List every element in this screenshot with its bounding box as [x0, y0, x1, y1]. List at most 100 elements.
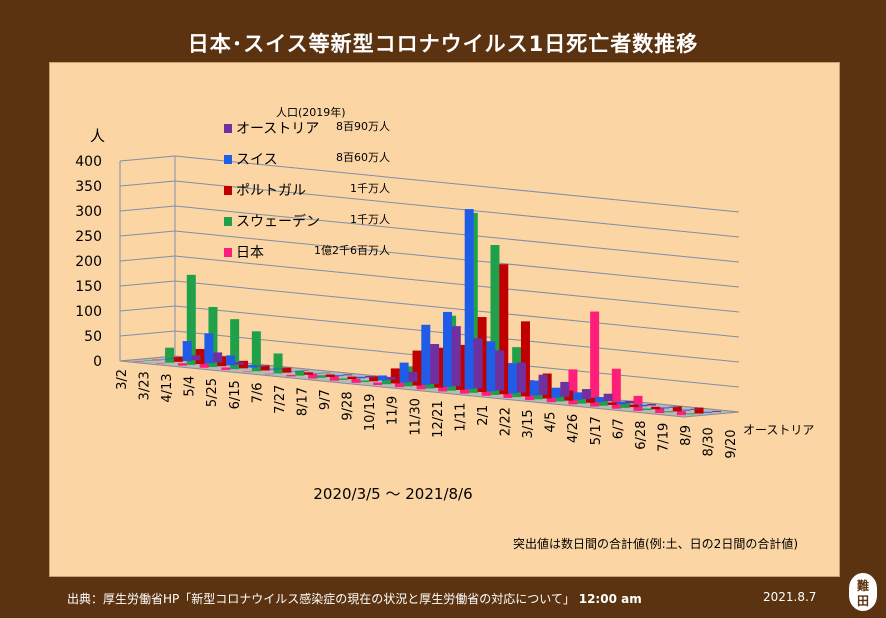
y-axis-label: 人: [90, 127, 105, 145]
seal-char-1: 難: [856, 579, 869, 593]
page-title: 日本･スイス等新型コロナウイルス1日死亡者数推移: [187, 32, 699, 56]
bar: [408, 371, 418, 382]
x-tick-label: 6/15: [228, 380, 243, 409]
bar: [451, 326, 461, 387]
depth-axis-label: オーストリア: [743, 423, 814, 437]
bar: [694, 407, 704, 414]
bar: [299, 370, 309, 372]
bar: [473, 338, 483, 389]
y-tick-label: 50: [84, 329, 102, 345]
x-tick-label: 5/17: [589, 416, 604, 445]
bar: [160, 358, 170, 360]
source-label: 出典：厚生労働省HP「新型コロナウイルス感染症の現在の状況と厚生労働省の対応につ…: [67, 592, 575, 606]
legend-entry: オーストリア: [236, 121, 319, 137]
bar: [273, 353, 283, 374]
y-tick-label: 400: [75, 154, 102, 170]
x-tick-label: 12/21: [431, 400, 446, 437]
bar: [199, 362, 209, 368]
gridline: [174, 180, 740, 238]
bar: [607, 402, 617, 405]
bar: [177, 363, 187, 366]
bar: [356, 376, 366, 379]
bar: [464, 209, 474, 390]
gridline-side: [119, 330, 176, 337]
bar: [360, 380, 370, 383]
legend-population: 8百90万人: [336, 120, 390, 133]
bar: [165, 347, 175, 363]
bar: [282, 367, 292, 373]
bar: [616, 401, 626, 405]
bar: [321, 372, 331, 374]
bar: [382, 379, 392, 385]
bar: [560, 381, 570, 397]
bar: [672, 406, 682, 412]
source-footer: 出典：厚生労働省HP「新型コロナウイルス感染症の現在の状況と厚生労働省の対応につ…: [67, 590, 642, 607]
x-tick-label: 4/5: [544, 412, 559, 433]
source-time: 12:00 am: [578, 592, 642, 606]
bar: [651, 406, 661, 410]
chart-note: 突出値は数日間の合計値(例:土、日の2日間の合計値): [513, 536, 798, 551]
x-tick-label: 8/9: [679, 425, 694, 446]
gridline: [174, 205, 740, 263]
bar: [668, 406, 678, 408]
bar: [520, 321, 530, 397]
bar: [538, 374, 548, 395]
bar: [603, 393, 613, 402]
bar: [516, 362, 526, 393]
x-tick-label: 5/4: [183, 376, 198, 397]
bar: [238, 360, 248, 369]
y-tick-label: 300: [75, 204, 102, 220]
bar: [182, 341, 192, 362]
bar: [664, 411, 674, 413]
x-tick-label: 11/9: [386, 396, 401, 425]
bar: [316, 375, 326, 378]
bar: [251, 331, 261, 372]
gridline-side: [119, 230, 176, 237]
legend-swatch: [224, 248, 232, 257]
y-tick-label: 0: [93, 354, 102, 370]
bar: [143, 360, 153, 362]
bar: [291, 371, 301, 372]
bar: [213, 352, 223, 363]
bar: [221, 367, 231, 370]
bar: [264, 373, 274, 375]
gridline-side: [119, 255, 176, 262]
bar: [659, 407, 669, 409]
bar: [234, 362, 244, 365]
legend-entry: スイス: [236, 152, 278, 168]
bar: [373, 382, 383, 386]
x-tick-label: 2/1: [476, 405, 491, 426]
bar: [625, 400, 635, 404]
bar: [386, 377, 396, 380]
bar: [590, 311, 600, 407]
bar: [685, 413, 695, 415]
bar: [169, 358, 179, 359]
bar: [312, 373, 322, 375]
y-tick-label: 350: [75, 179, 102, 195]
seal-char-2: 田: [856, 594, 869, 608]
gridline-side: [119, 280, 176, 287]
gridline: [174, 280, 740, 338]
legend-swatch: [224, 155, 232, 164]
x-tick-label: 3/23: [138, 371, 153, 400]
bar: [633, 395, 643, 411]
bar: [430, 343, 440, 384]
gridline: [174, 255, 740, 313]
bar: [230, 319, 240, 370]
bar: [586, 397, 596, 403]
bar: [173, 356, 183, 362]
bar: [334, 375, 344, 377]
bar: [365, 376, 375, 378]
bar: [325, 374, 335, 377]
gridline: [174, 230, 740, 288]
x-tick-label: 4/26: [566, 414, 581, 443]
legend-population: 8百60万人: [336, 151, 390, 164]
bar: [508, 363, 518, 394]
bar: [204, 333, 214, 364]
x-tick-label: 7/27: [273, 385, 288, 414]
bar: [369, 376, 379, 382]
bar: [581, 389, 591, 400]
bar: [568, 369, 578, 405]
bar: [260, 365, 270, 371]
x-tick-label: 9/7: [318, 389, 333, 410]
